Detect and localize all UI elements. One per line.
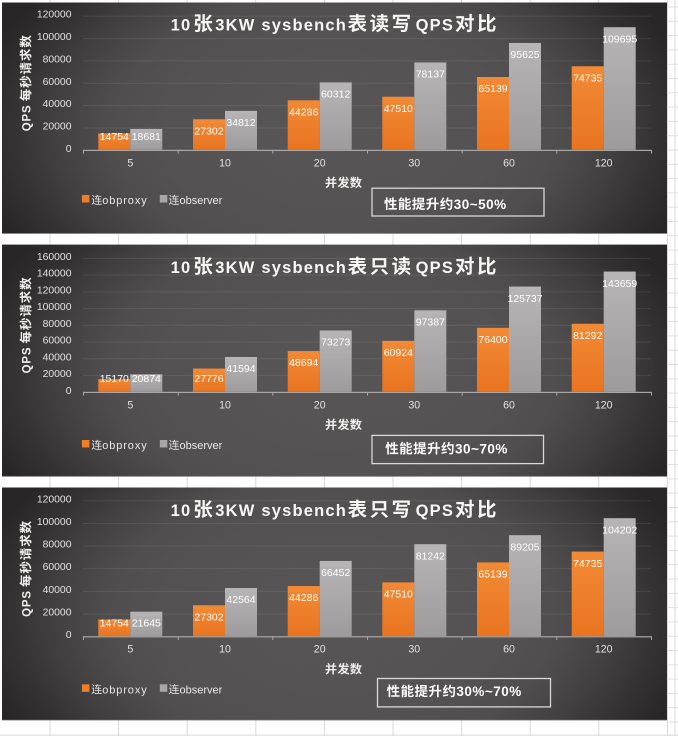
svg-text:QPS: QPS: [21, 347, 33, 374]
svg-text:QPS: QPS: [21, 105, 33, 132]
svg-text:41594: 41594: [226, 363, 255, 375]
svg-text:44286: 44286: [289, 592, 318, 604]
svg-text:5: 5: [127, 399, 133, 411]
svg-text:20000: 20000: [43, 122, 72, 133]
svg-text:104202: 104202: [602, 524, 637, 536]
svg-text:15170: 15170: [100, 373, 129, 385]
svg-text:obproxy: obproxy: [102, 684, 147, 696]
svg-text:20: 20: [314, 643, 326, 655]
svg-text:47510: 47510: [384, 589, 413, 601]
svg-text:40000: 40000: [43, 99, 72, 110]
svg-text:60: 60: [503, 157, 515, 169]
svg-text:44286: 44286: [289, 107, 318, 119]
svg-text:10: 10: [171, 16, 192, 34]
svg-text:140000: 140000: [37, 269, 72, 280]
svg-text:95625: 95625: [510, 49, 539, 61]
svg-text:120: 120: [595, 643, 613, 655]
svg-text:78137: 78137: [416, 69, 445, 81]
svg-text:10: 10: [171, 259, 192, 277]
svg-text:QPS: QPS: [21, 590, 33, 617]
svg-text:obproxy: obproxy: [102, 440, 147, 452]
svg-text:30: 30: [408, 643, 420, 655]
svg-text:20: 20: [314, 399, 326, 411]
svg-text:30: 30: [408, 157, 420, 169]
svg-text:80000: 80000: [43, 54, 72, 65]
svg-text:73273: 73273: [321, 337, 350, 349]
svg-text:60000: 60000: [43, 562, 72, 573]
svg-text:100000: 100000: [37, 32, 72, 43]
svg-text:97387: 97387: [416, 317, 445, 329]
svg-text:10: 10: [219, 643, 231, 655]
svg-text:74735: 74735: [573, 73, 602, 85]
svg-text:48694: 48694: [289, 357, 318, 369]
svg-text:27776: 27776: [194, 373, 223, 385]
svg-text:3KW sysbench: 3KW sysbench: [215, 259, 347, 277]
svg-text:80000: 80000: [43, 319, 72, 330]
svg-text:3KW sysbench: 3KW sysbench: [215, 16, 347, 34]
svg-text:10: 10: [219, 399, 231, 411]
svg-text:QPS: QPS: [416, 259, 454, 277]
svg-text:30~70%: 30~70%: [455, 441, 508, 456]
svg-text:18681: 18681: [132, 131, 161, 143]
svg-text:27302: 27302: [194, 126, 223, 138]
svg-text:30~50%: 30~50%: [454, 197, 507, 212]
svg-text:5: 5: [127, 643, 133, 655]
svg-text:20000: 20000: [43, 608, 72, 619]
svg-text:QPS: QPS: [416, 502, 454, 520]
svg-text:14754: 14754: [100, 131, 129, 143]
svg-text:14754: 14754: [100, 618, 129, 630]
svg-text:120000: 120000: [37, 10, 72, 21]
svg-text:10: 10: [219, 157, 231, 169]
svg-text:30: 30: [408, 399, 420, 411]
svg-text:120000: 120000: [37, 285, 72, 296]
svg-text:76400: 76400: [478, 334, 507, 346]
svg-text:40000: 40000: [43, 352, 72, 363]
svg-text:5: 5: [127, 157, 133, 169]
svg-text:60312: 60312: [321, 89, 350, 101]
svg-text:66452: 66452: [321, 567, 350, 579]
svg-text:89205: 89205: [510, 541, 539, 553]
svg-text:34812: 34812: [226, 117, 255, 129]
svg-text:143659: 143659: [602, 278, 637, 290]
svg-text:120: 120: [595, 157, 613, 169]
svg-text:60: 60: [503, 399, 515, 411]
svg-text:120000: 120000: [37, 494, 72, 505]
svg-text:60: 60: [503, 643, 515, 655]
svg-text:42564: 42564: [226, 594, 255, 606]
svg-text:81242: 81242: [416, 550, 445, 562]
svg-text:100000: 100000: [37, 517, 72, 528]
svg-text:observer: observer: [180, 195, 223, 207]
svg-text:125737: 125737: [507, 293, 542, 305]
svg-text:74735: 74735: [573, 558, 602, 570]
svg-text:30%~70%: 30%~70%: [456, 684, 521, 699]
svg-text:20000: 20000: [43, 369, 72, 380]
svg-text:120: 120: [595, 399, 613, 411]
svg-text:observer: observer: [180, 440, 223, 452]
svg-text:20874: 20874: [132, 373, 161, 385]
svg-text:65139: 65139: [478, 83, 507, 95]
svg-text:observer: observer: [180, 684, 223, 696]
svg-text:0: 0: [66, 386, 72, 397]
svg-text:60924: 60924: [384, 347, 413, 359]
svg-text:60000: 60000: [43, 77, 72, 88]
svg-text:10: 10: [171, 502, 192, 520]
svg-text:21645: 21645: [132, 618, 161, 630]
svg-text:obproxy: obproxy: [102, 195, 147, 207]
svg-text:80000: 80000: [43, 540, 72, 551]
svg-text:160000: 160000: [37, 252, 72, 263]
svg-text:40000: 40000: [43, 585, 72, 596]
svg-text:60000: 60000: [43, 336, 72, 347]
svg-text:20: 20: [314, 157, 326, 169]
svg-text:QPS: QPS: [416, 16, 454, 34]
svg-text:47510: 47510: [384, 103, 413, 115]
svg-text:65139: 65139: [478, 569, 507, 581]
svg-text:3KW sysbench: 3KW sysbench: [215, 502, 347, 520]
svg-text:109695: 109695: [602, 33, 637, 45]
svg-text:0: 0: [66, 144, 72, 155]
svg-text:81292: 81292: [573, 330, 602, 342]
svg-text:0: 0: [66, 630, 72, 641]
svg-text:100000: 100000: [37, 302, 72, 313]
svg-text:27302: 27302: [194, 612, 223, 624]
